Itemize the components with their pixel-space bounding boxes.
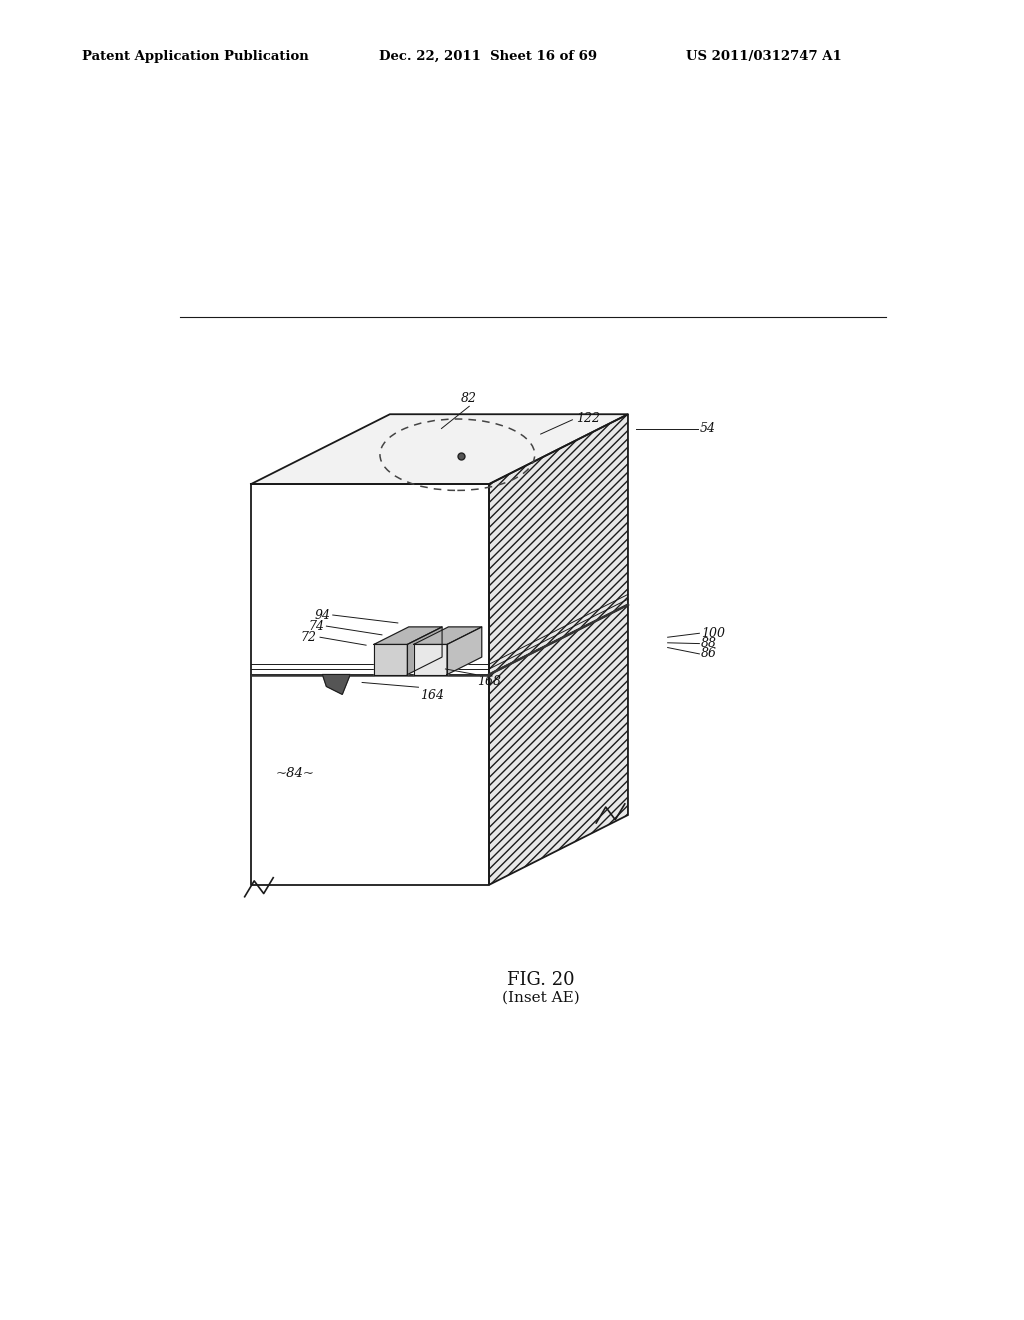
Text: 72: 72 <box>301 631 316 644</box>
Text: 164: 164 <box>420 689 444 702</box>
Text: Dec. 22, 2011  Sheet 16 of 69: Dec. 22, 2011 Sheet 16 of 69 <box>379 50 597 63</box>
Polygon shape <box>323 675 350 694</box>
Text: 168: 168 <box>477 675 501 688</box>
Text: 74: 74 <box>308 619 324 632</box>
Polygon shape <box>408 627 442 675</box>
Text: FIG. 20: FIG. 20 <box>507 972 574 989</box>
Polygon shape <box>374 644 408 675</box>
Polygon shape <box>447 627 481 675</box>
Text: ~84~: ~84~ <box>275 767 314 780</box>
Polygon shape <box>414 644 447 675</box>
Text: 86: 86 <box>701 647 717 660</box>
Text: 88: 88 <box>701 638 717 649</box>
Polygon shape <box>414 627 481 644</box>
Text: 54: 54 <box>699 422 716 436</box>
Polygon shape <box>374 627 442 644</box>
Text: Patent Application Publication: Patent Application Publication <box>82 50 308 63</box>
Text: 122: 122 <box>577 412 600 425</box>
Text: US 2011/0312747 A1: US 2011/0312747 A1 <box>686 50 842 63</box>
Polygon shape <box>489 605 628 884</box>
Text: 82: 82 <box>461 392 477 405</box>
Text: 100: 100 <box>701 627 725 640</box>
Text: 94: 94 <box>314 609 331 622</box>
Polygon shape <box>489 414 628 675</box>
Polygon shape <box>251 414 628 484</box>
Polygon shape <box>251 675 489 884</box>
Text: (Inset AE): (Inset AE) <box>502 990 580 1005</box>
Polygon shape <box>251 484 489 675</box>
